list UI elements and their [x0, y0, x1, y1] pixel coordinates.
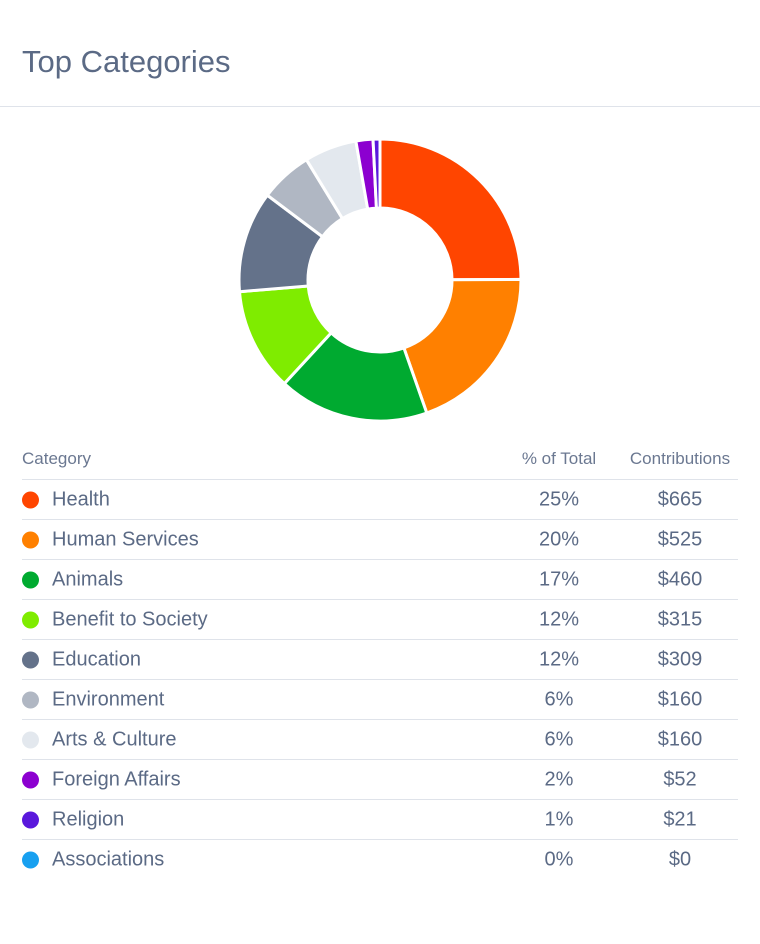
header-percent: % of Total [521, 448, 597, 468]
legend-dot-icon [22, 691, 39, 708]
legend-dot-icon [22, 651, 39, 668]
table-row: Human Services 20% $525 [22, 520, 738, 560]
percent-cell: 17% [538, 568, 580, 590]
contribution-cell: $309 [657, 648, 703, 670]
category-cell: Health [22, 488, 110, 511]
category-cell: Environment [22, 688, 164, 711]
contribution-cell: $52 [663, 768, 697, 790]
contribution-cell: $665 [657, 488, 703, 510]
contribution-cell: $21 [663, 808, 697, 830]
donut-slice-health[interactable] [378, 137, 523, 282]
percent-cell: 12% [538, 608, 580, 630]
legend-dot-icon [22, 531, 39, 548]
legend-dot-icon [22, 571, 39, 588]
percent-cell: 20% [538, 528, 580, 550]
legend-dot-icon [22, 811, 39, 828]
category-cell: Animals [22, 568, 123, 591]
category-label: Environment [52, 688, 165, 710]
category-label: Religion [52, 808, 125, 830]
table-row: Arts & Culture 6% $160 [22, 720, 738, 760]
category-cell: Human Services [22, 528, 199, 551]
contribution-cell: $160 [657, 728, 703, 750]
category-label: Health [52, 488, 110, 510]
donut-slice-religion[interactable] [371, 137, 382, 210]
percent-cell: 2% [544, 768, 574, 790]
table-row: Health 25% $665 [22, 480, 738, 520]
donut-slice-human-services[interactable] [401, 277, 523, 415]
contribution-cell: $315 [657, 608, 703, 630]
percent-cell: 12% [538, 648, 580, 670]
contribution-cell: $160 [657, 688, 703, 710]
legend-dot-icon [22, 491, 39, 508]
donut-chart [237, 137, 523, 423]
table-row: Religion 1% $21 [22, 800, 738, 840]
category-label: Education [52, 648, 141, 670]
legend-dot-icon [22, 731, 39, 748]
legend-dot-icon [22, 851, 39, 868]
category-label: Foreign Affairs [52, 768, 181, 790]
contribution-cell: $0 [668, 848, 692, 870]
category-cell: Arts & Culture [22, 728, 176, 751]
category-cell: Benefit to Society [22, 608, 208, 631]
legend-dot-icon [22, 611, 39, 628]
category-cell: Education [22, 648, 141, 671]
table-row: Benefit to Society 12% $315 [22, 600, 738, 640]
legend-dot-icon [22, 771, 39, 788]
category-cell: Associations [22, 848, 164, 871]
contribution-cell: $525 [657, 528, 703, 550]
table-row: Foreign Affairs 2% $52 [22, 760, 738, 800]
category-label: Arts & Culture [52, 728, 177, 750]
contribution-cell: $460 [657, 568, 703, 590]
percent-cell: 6% [544, 688, 574, 710]
percent-cell: 6% [544, 728, 574, 750]
table-header: Category % of Total Contributions [22, 438, 738, 480]
category-label: Human Services [52, 528, 199, 550]
page-title: Top Categories [22, 44, 231, 79]
table-row: Associations 0% $0 [22, 840, 738, 879]
percent-cell: 0% [544, 848, 574, 870]
table-row: Animals 17% $460 [22, 560, 738, 600]
table-row: Environment 6% $160 [22, 680, 738, 720]
header-divider [0, 106, 760, 107]
category-label: Benefit to Society [52, 608, 208, 630]
category-cell: Foreign Affairs [22, 768, 181, 791]
percent-cell: 1% [544, 808, 574, 830]
table-row: Education 12% $309 [22, 640, 738, 680]
category-label: Animals [52, 568, 124, 590]
category-label: Associations [52, 848, 165, 870]
header-contributions: Contributions [629, 448, 731, 468]
categories-table: Category % of Total Contributions Health… [22, 438, 738, 879]
header-category: Category [22, 448, 91, 468]
category-cell: Religion [22, 808, 124, 831]
percent-cell: 25% [538, 488, 580, 510]
